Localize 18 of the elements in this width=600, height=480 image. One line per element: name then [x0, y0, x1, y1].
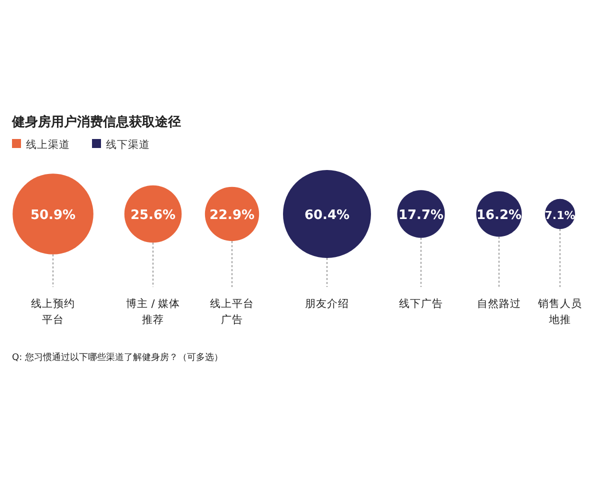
data-label: 16.2% [476, 208, 522, 223]
data-label: 60.4% [304, 208, 350, 223]
category-label: 自然路过 [477, 297, 521, 310]
legend-label: 线下渠道 [106, 138, 150, 151]
text: 健身房用户消费信息获取途径 [11, 114, 181, 130]
data-label: 17.7% [398, 208, 444, 223]
category-label: 线上预约平台 [31, 297, 75, 326]
legend-label: 线上渠道 [26, 138, 70, 151]
data-label: 25.6% [130, 208, 176, 223]
data-label: 7.1% [544, 209, 576, 222]
category-label: 线下广告 [399, 297, 443, 310]
data-label: 22.9% [209, 208, 255, 223]
category-label: 线上平台广告 [210, 297, 254, 326]
category-label: 销售人员地推 [537, 298, 582, 326]
category-label: 博主 / 媒体推荐 [126, 297, 180, 326]
text: Q: 您习惯通过以下哪些渠道了解健身房？（可多选） [12, 352, 223, 363]
category-label: 朋友介绍 [305, 298, 349, 310]
data-label: 50.9% [30, 208, 76, 223]
